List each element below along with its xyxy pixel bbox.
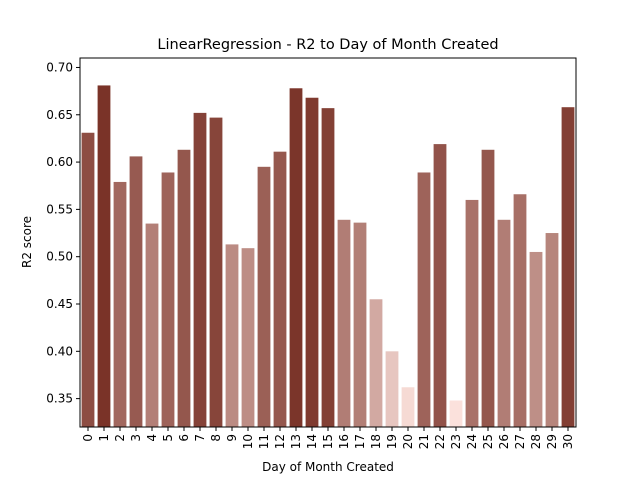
bar <box>289 88 303 428</box>
x-tick-label: 17 <box>353 434 367 449</box>
x-tick-label: 23 <box>449 434 463 449</box>
bar <box>433 144 447 427</box>
bar <box>513 194 527 427</box>
bar <box>545 233 559 427</box>
x-tick-label: 9 <box>225 434 239 442</box>
bar <box>529 251 543 427</box>
y-tick-label: 0.70 <box>46 60 73 74</box>
x-tick-label: 27 <box>513 434 527 449</box>
x-axis-label: Day of Month Created <box>262 460 394 474</box>
y-tick-label: 0.65 <box>46 108 73 122</box>
x-tick-label: 4 <box>145 434 159 442</box>
y-tick-label: 0.45 <box>46 297 73 311</box>
bar <box>417 172 431 427</box>
x-tick-label: 0 <box>81 434 95 442</box>
plot-frame <box>79 57 577 428</box>
bar <box>241 248 255 427</box>
y-tick-label: 0.35 <box>46 392 73 406</box>
bar <box>193 112 207 427</box>
y-tick-label: 0.60 <box>46 155 73 169</box>
x-tick-label: 28 <box>529 434 543 449</box>
bar <box>129 156 143 427</box>
x-tick-label: 13 <box>289 434 303 449</box>
bar <box>561 107 575 427</box>
y-tick-label: 0.40 <box>46 344 73 358</box>
x-tick-label: 1 <box>97 434 111 442</box>
bar <box>449 400 463 427</box>
x-tick-label: 30 <box>561 434 575 449</box>
bar <box>257 166 271 428</box>
bar <box>337 219 351 427</box>
x-tick-label: 16 <box>337 434 351 449</box>
bar <box>353 222 367 427</box>
x-tick-label: 12 <box>273 434 287 449</box>
bar <box>465 199 479 427</box>
bar <box>305 97 319 427</box>
x-tick-label: 21 <box>417 434 431 449</box>
bar <box>209 117 223 427</box>
bar <box>369 299 383 427</box>
x-tick-label: 3 <box>129 434 143 442</box>
y-tick-label: 0.55 <box>46 202 73 216</box>
y-axis-label: R2 score <box>20 216 34 268</box>
bars <box>81 85 575 428</box>
bar <box>385 351 399 427</box>
x-tick-label: 26 <box>497 434 511 449</box>
x-tick-label: 19 <box>385 434 399 449</box>
x-tick-label: 20 <box>401 434 415 449</box>
x-tick-label: 18 <box>369 434 383 449</box>
bar <box>81 132 95 427</box>
x-tick-label: 14 <box>305 434 319 449</box>
x-axis: 0 1 2 3 4 5 6 7 8 9 10 11 12 13 14 15 16 17 18 19 20 21 22 23 24… <box>81 427 575 449</box>
x-tick-label: 11 <box>257 434 271 449</box>
y-axis: 0.35 0.40 0.45 0.50 0.55 0.60 0.65 0.70 <box>46 60 80 406</box>
bar <box>97 85 111 427</box>
bar <box>145 223 159 427</box>
x-tick-label: 2 <box>113 434 127 442</box>
bar <box>225 244 239 427</box>
y-tick-label: 0.50 <box>46 250 73 264</box>
x-tick-label: 8 <box>209 434 223 442</box>
bar <box>401 387 415 427</box>
x-tick-label: 6 <box>177 434 191 442</box>
bar <box>113 181 127 427</box>
x-tick-label: 22 <box>433 434 447 449</box>
bar <box>497 219 511 427</box>
bar <box>177 149 191 427</box>
bar <box>321 108 335 428</box>
x-tick-label: 24 <box>465 434 479 449</box>
chart-title: LinearRegression - R2 to Day of Month Cr… <box>157 37 498 53</box>
bar <box>161 172 175 427</box>
bar <box>481 149 495 427</box>
x-tick-label: 25 <box>481 434 495 449</box>
x-tick-label: 5 <box>161 434 175 442</box>
x-tick-label: 29 <box>545 434 559 449</box>
x-tick-label: 10 <box>241 434 255 449</box>
x-tick-label: 7 <box>193 434 207 442</box>
x-tick-label: 15 <box>321 434 335 449</box>
bar <box>273 151 287 427</box>
